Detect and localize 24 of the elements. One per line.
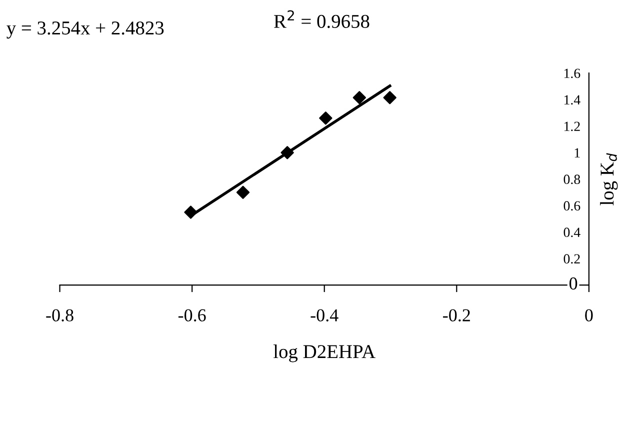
x-tick-label: 0 [585,309,593,322]
x-tick-label: -0.8 [46,309,74,322]
y-tick-label: 0 [569,277,578,290]
x-tick-label: -0.6 [178,309,206,322]
point [184,206,198,219]
y-tick-label: 1.6 [564,68,580,78]
text: y = 3.254x + 2.4823 [6,21,164,39]
y-tick-label: 1 [574,148,580,158]
point [236,186,250,199]
y-tick-label: 0.8 [564,174,580,184]
x-axis-title: log D2EHPA [274,344,376,362]
text: R$^{2}$ = 0.9658 [274,10,370,28]
y-tick-label: 0.6 [564,201,580,211]
point [383,91,396,104]
y-tick-label: 1.2 [564,122,580,132]
y-axis-title: log K$_{d}$ [600,153,618,206]
y-tick-label: 0.2 [564,254,580,264]
x-tick-label: -0.4 [310,309,338,322]
x-tick-label: -0.2 [443,309,470,322]
y-tick-label: 1.4 [564,95,580,105]
point [319,112,332,125]
point [352,91,366,104]
y-tick-label: 0.4 [564,228,580,238]
point [280,146,294,160]
